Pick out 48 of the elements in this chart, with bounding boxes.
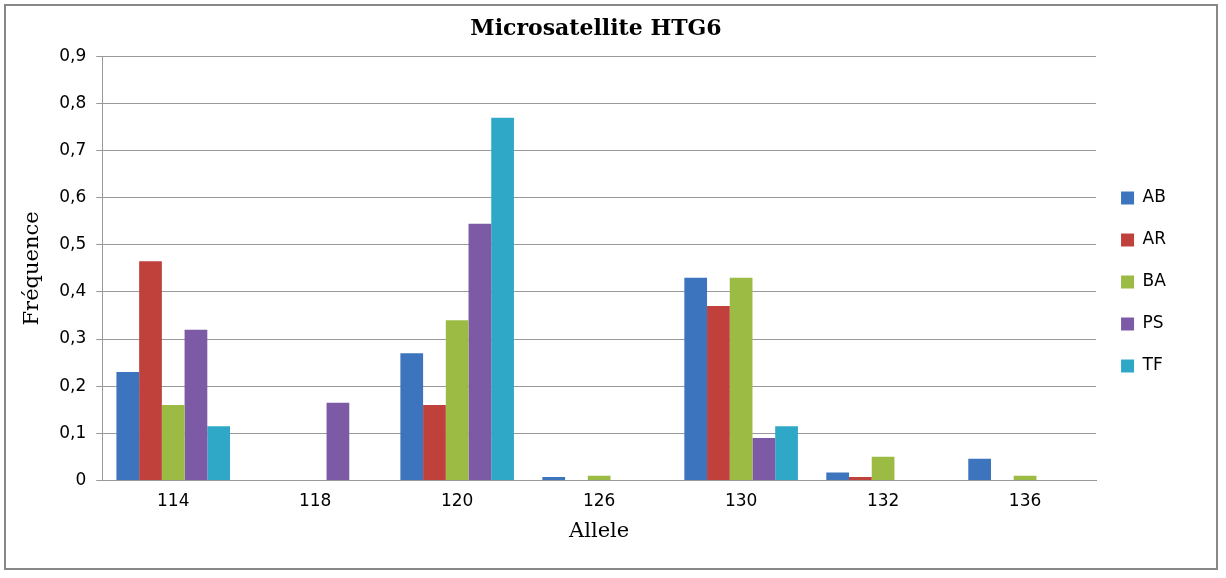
x-tick-label: 114 (157, 490, 190, 511)
y-tick-label: 0,6 (59, 186, 87, 207)
y-tick-label: 0,3 (59, 327, 87, 348)
x-tick-label: 136 (1008, 490, 1042, 511)
legend-label: TF (1141, 354, 1163, 375)
bar (423, 405, 446, 480)
bar (707, 306, 730, 480)
y-tick-label: 0,9 (59, 44, 87, 65)
legend-label: BA (1142, 270, 1167, 291)
bar (871, 456, 895, 480)
y-tick-label: 0,1 (59, 421, 87, 442)
bar (326, 402, 350, 480)
bar (684, 277, 708, 480)
bar (826, 472, 850, 480)
y-tick-label: 0,8 (59, 91, 87, 112)
bar (752, 438, 776, 480)
bar (542, 477, 566, 480)
x-tick-label: 130 (724, 490, 758, 511)
bar (775, 426, 798, 480)
y-tick-label: 0,4 (59, 280, 87, 301)
y-tick-label: 0,5 (59, 233, 87, 254)
bar (1013, 475, 1037, 480)
bar (161, 405, 185, 480)
x-tick-label: 132 (866, 490, 900, 511)
legend-label: AB (1142, 186, 1166, 207)
y-axis-title: Fréquence (19, 211, 44, 326)
bar (729, 277, 753, 480)
y-tick-label: 0,2 (59, 374, 87, 395)
x-tick-label: 126 (582, 490, 616, 511)
bar (184, 329, 208, 480)
bar (849, 477, 872, 480)
x-tick-label: 118 (298, 490, 332, 511)
bar (968, 458, 991, 480)
bar (400, 353, 424, 480)
y-tick-label: 0,7 (59, 139, 87, 160)
bar (445, 320, 469, 480)
bar (587, 475, 611, 480)
chart-title: Microsatellite HTG6 (470, 13, 722, 40)
x-axis-title: Allele (568, 517, 630, 542)
bar (116, 372, 140, 480)
legend-label: AR (1142, 228, 1167, 249)
bar (207, 426, 231, 480)
bar (139, 261, 162, 480)
bar (468, 223, 492, 480)
bar (491, 117, 514, 480)
y-tick-label: 0 (75, 468, 87, 489)
x-tick-label: 120 (440, 490, 474, 511)
legend-label: PS (1142, 312, 1164, 333)
